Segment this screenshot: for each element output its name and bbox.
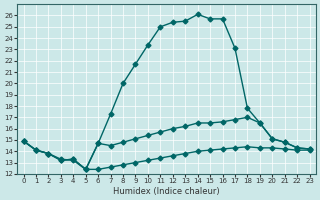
X-axis label: Humidex (Indice chaleur): Humidex (Indice chaleur) <box>113 187 220 196</box>
